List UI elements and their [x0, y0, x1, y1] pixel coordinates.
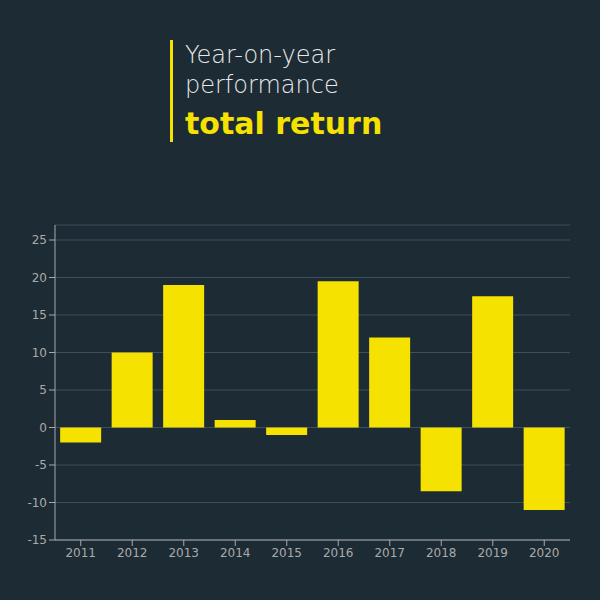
svg-text:2019: 2019 [477, 546, 508, 560]
svg-text:2012: 2012 [117, 546, 148, 560]
svg-text:2013: 2013 [168, 546, 199, 560]
svg-text:2014: 2014 [220, 546, 251, 560]
html-text:Year-on-year performance: Year-on-year performance [185, 41, 339, 99]
svg-text:10: 10 [32, 346, 47, 360]
svg-text:2015: 2015 [271, 546, 302, 560]
svg-text:15: 15 [32, 308, 47, 322]
svg-text:2016: 2016 [323, 546, 354, 560]
svg-text:-10: -10 [27, 496, 47, 510]
html-text:total return: total return [185, 106, 383, 141]
svg-text:-5: -5 [35, 458, 47, 472]
svg-text:25: 25 [32, 233, 47, 247]
svg-text:0: 0 [39, 421, 47, 435]
svg-text:-15: -15 [27, 533, 47, 547]
svg-text:2020: 2020 [529, 546, 560, 560]
svg-text:5: 5 [39, 383, 47, 397]
svg-text:2018: 2018 [426, 546, 457, 560]
svg-text:2017: 2017 [374, 546, 405, 560]
svg-text:2011: 2011 [65, 546, 96, 560]
svg-text:20: 20 [32, 271, 47, 285]
